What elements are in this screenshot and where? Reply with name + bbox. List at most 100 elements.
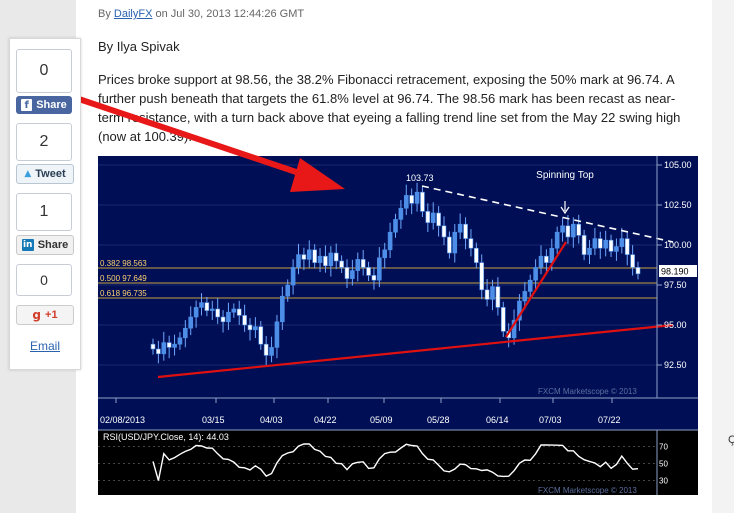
rsi-label: RSI(USD/JPY.Close, 14): 44.03 bbox=[103, 432, 229, 442]
candle-body bbox=[587, 247, 592, 255]
candle-body bbox=[490, 286, 495, 300]
gplus-button[interactable]: g +1 bbox=[16, 305, 74, 325]
candle-body bbox=[161, 342, 167, 355]
byline: By DailyFX on Jul 30, 2013 12:44:26 GMT bbox=[98, 8, 304, 20]
email-link[interactable]: Email bbox=[29, 339, 60, 353]
candle-body bbox=[479, 262, 485, 291]
candle-body bbox=[274, 321, 280, 348]
candle-body bbox=[447, 236, 452, 254]
candle-body bbox=[323, 255, 328, 267]
facebook-share-label: Share bbox=[36, 99, 67, 111]
candle-body bbox=[463, 223, 468, 239]
current-price-box bbox=[659, 265, 697, 277]
candle-body bbox=[253, 326, 258, 331]
candle-body bbox=[199, 302, 204, 308]
facebook-share-button[interactable]: f Share bbox=[16, 96, 72, 114]
date-tick-label: 03/15 bbox=[202, 415, 225, 425]
candle-body bbox=[565, 225, 571, 238]
byline-date: on Jul 30, 2013 12:44:26 GMT bbox=[155, 8, 305, 20]
source-link[interactable]: DailyFX bbox=[113, 8, 153, 20]
byline-prefix: By bbox=[98, 8, 111, 20]
tweet-button[interactable]: ▲ Tweet bbox=[16, 164, 74, 184]
price-tick-label: 100.00 bbox=[664, 240, 692, 250]
candle-body bbox=[366, 267, 371, 276]
date-tick-label: 05/28 bbox=[427, 415, 450, 425]
candle-body bbox=[522, 291, 528, 302]
candle-body bbox=[468, 238, 474, 249]
google-plus-icon: g bbox=[32, 308, 42, 322]
candle-body bbox=[247, 324, 253, 331]
candle-body bbox=[544, 255, 549, 263]
candle-body bbox=[269, 347, 274, 356]
falling-trend-line bbox=[421, 185, 674, 243]
social-share-bar: 0 f Share 2 ▲ Tweet 1 in Share 0 g +1 Em… bbox=[9, 38, 81, 370]
chart-grid bbox=[98, 164, 657, 366]
candle-body bbox=[226, 311, 231, 323]
candle-body bbox=[457, 223, 463, 233]
candle-body bbox=[280, 295, 285, 323]
linkedin-share-label: Share bbox=[37, 239, 69, 251]
date-tick-label: 07/03 bbox=[539, 415, 562, 425]
price-tick-label: 97.50 bbox=[664, 280, 687, 290]
right-sidebar-edge bbox=[712, 0, 734, 513]
sidebar-fragment: Ç bbox=[728, 434, 734, 446]
annotation-arrow-icon bbox=[560, 201, 570, 215]
linkedin-count: 1 bbox=[16, 193, 72, 231]
rsi-tick-label: 30 bbox=[659, 477, 668, 486]
candle-body bbox=[500, 307, 506, 332]
candle-body bbox=[242, 315, 247, 326]
candle-body bbox=[430, 212, 436, 223]
candle-body bbox=[344, 267, 350, 279]
candle-body bbox=[474, 247, 479, 263]
facebook-share-count: 0 bbox=[16, 49, 72, 93]
candle-body bbox=[554, 231, 560, 249]
linkedin-share-button[interactable]: in Share bbox=[16, 235, 74, 255]
fib-label: 0.500 97.649 bbox=[100, 274, 147, 283]
gplus-label: +1 bbox=[45, 309, 58, 321]
candle-body bbox=[183, 327, 188, 339]
price-tick-label: 92.50 bbox=[664, 360, 687, 370]
fib-label: 0.618 96.735 bbox=[100, 289, 147, 298]
candle-body bbox=[339, 260, 344, 268]
candle-body bbox=[425, 211, 431, 223]
candle-body bbox=[172, 343, 177, 348]
date-tick-label: 04/22 bbox=[314, 415, 337, 425]
candle-body bbox=[312, 249, 317, 263]
rising-trend-line bbox=[157, 323, 674, 379]
candle-body bbox=[597, 238, 603, 249]
date-tick-label: 07/22 bbox=[598, 415, 621, 425]
current-price-label: 98.190 bbox=[661, 267, 689, 277]
date-axis: 02/08/2013 03/15 04/03 04/22 05/09 05/28 06/14… bbox=[98, 397, 698, 425]
candle-body bbox=[355, 259, 361, 271]
candle-body bbox=[614, 246, 619, 252]
candle-body bbox=[290, 267, 296, 286]
rsi-tick-label: 70 bbox=[659, 443, 668, 452]
rsi-line bbox=[152, 443, 639, 481]
candle-body bbox=[328, 252, 334, 267]
candle-body bbox=[571, 223, 576, 238]
candle-body bbox=[209, 308, 215, 311]
date-tick-label: 04/03 bbox=[260, 415, 283, 425]
watermark-top: FXCM Marketscope © 2013 bbox=[538, 387, 637, 396]
date-tick-label: 06/14 bbox=[486, 415, 509, 425]
candles bbox=[150, 182, 641, 365]
rsi-panel: RSI(USD/JPY.Close, 14): 44.03 FXCM Marke… bbox=[98, 429, 698, 495]
candle-body bbox=[360, 259, 366, 268]
price-axis: 105.00 102.50 100.00 97.50 95.00 92.50 bbox=[656, 156, 692, 398]
candle-body bbox=[301, 254, 307, 260]
candle-body bbox=[193, 307, 199, 318]
candle-body bbox=[382, 249, 388, 259]
candle-body bbox=[387, 231, 393, 251]
spinning-top-label: Spinning Top bbox=[536, 170, 594, 181]
fib-label: 0.382 98.563 bbox=[100, 259, 147, 268]
candle-body bbox=[231, 308, 237, 313]
rsi-background bbox=[98, 430, 698, 495]
candle-body bbox=[296, 254, 301, 268]
linkedin-icon: in bbox=[21, 239, 34, 251]
candle-body bbox=[220, 316, 226, 323]
candle-body bbox=[436, 212, 441, 227]
candle-body bbox=[215, 308, 220, 318]
date-tick-label: 05/09 bbox=[370, 415, 393, 425]
candle-body bbox=[409, 195, 414, 204]
candle-body bbox=[188, 316, 194, 329]
